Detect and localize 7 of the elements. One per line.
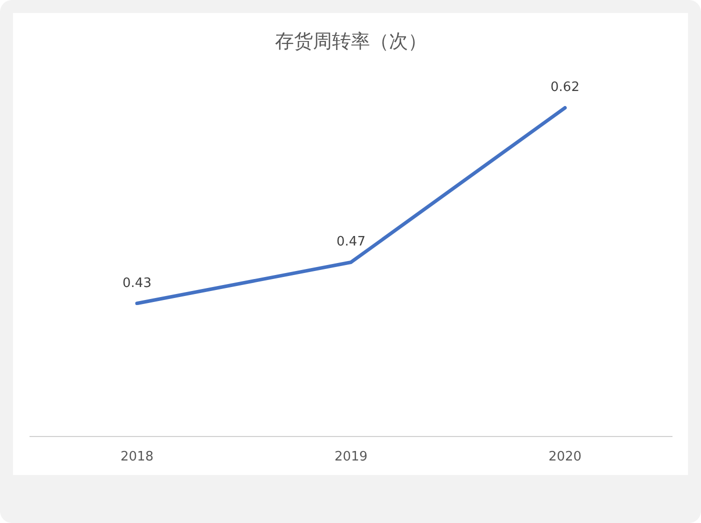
x-tick-label: 2018	[120, 450, 154, 465]
data-label: 0.62	[550, 80, 580, 96]
data-label: 0.47	[336, 234, 366, 250]
x-tick-label: 2020	[548, 450, 582, 465]
data-label: 0.43	[122, 276, 152, 291]
x-tick-label: 2019	[334, 450, 368, 465]
chart-title: 存货周转率（次）	[275, 30, 427, 52]
